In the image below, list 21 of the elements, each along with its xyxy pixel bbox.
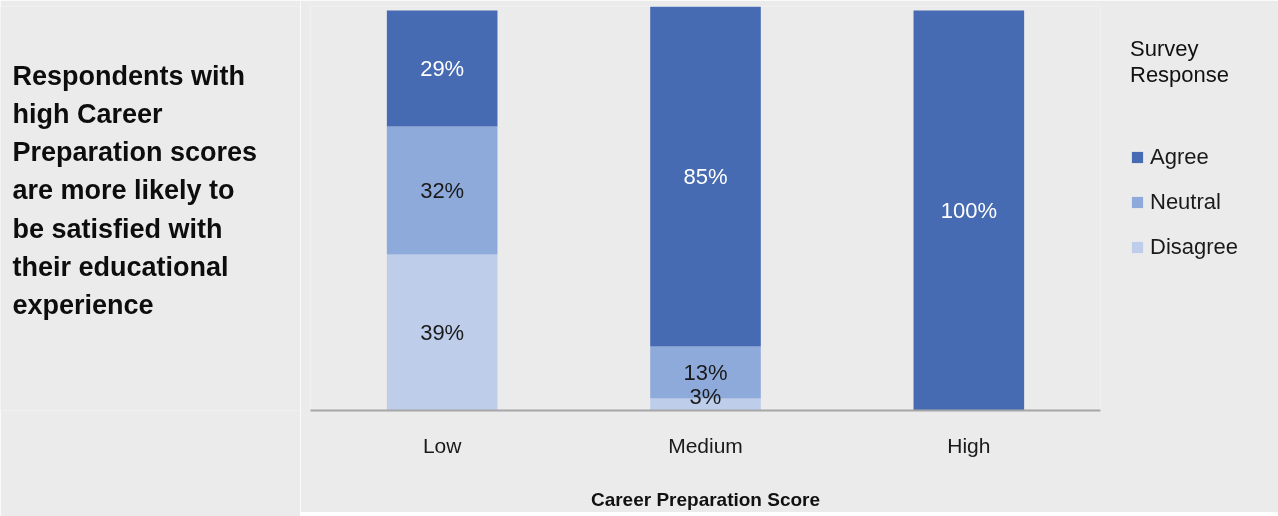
x-tick-label: High [947, 433, 991, 457]
data-label: 32% [420, 178, 465, 203]
bar [386, 126, 498, 255]
x-axis-title: Career Preparation Score [590, 488, 821, 510]
legend-label: Neutral [1150, 189, 1221, 215]
legend-title: Survey Response [1130, 36, 1231, 88]
data-label: 29% [420, 56, 465, 81]
bar [913, 10, 1025, 411]
legend-label: Agree [1150, 144, 1209, 170]
legend-label: Disagree [1150, 234, 1239, 260]
data-label: 3% [689, 383, 722, 409]
data-label: 39% [420, 320, 465, 345]
bar [650, 6, 761, 347]
x-tick-label: Low [422, 433, 463, 457]
text: Respondents with high Career Preparation scores are more likely to be satisfied with their educational experience [12, 61, 258, 320]
data-label: 85% [683, 164, 728, 189]
x-tick-label: Medium [668, 433, 743, 457]
data-label: 100% [940, 198, 997, 223]
bar [386, 254, 498, 411]
bar [386, 10, 498, 127]
data-label: 13% [683, 360, 728, 385]
